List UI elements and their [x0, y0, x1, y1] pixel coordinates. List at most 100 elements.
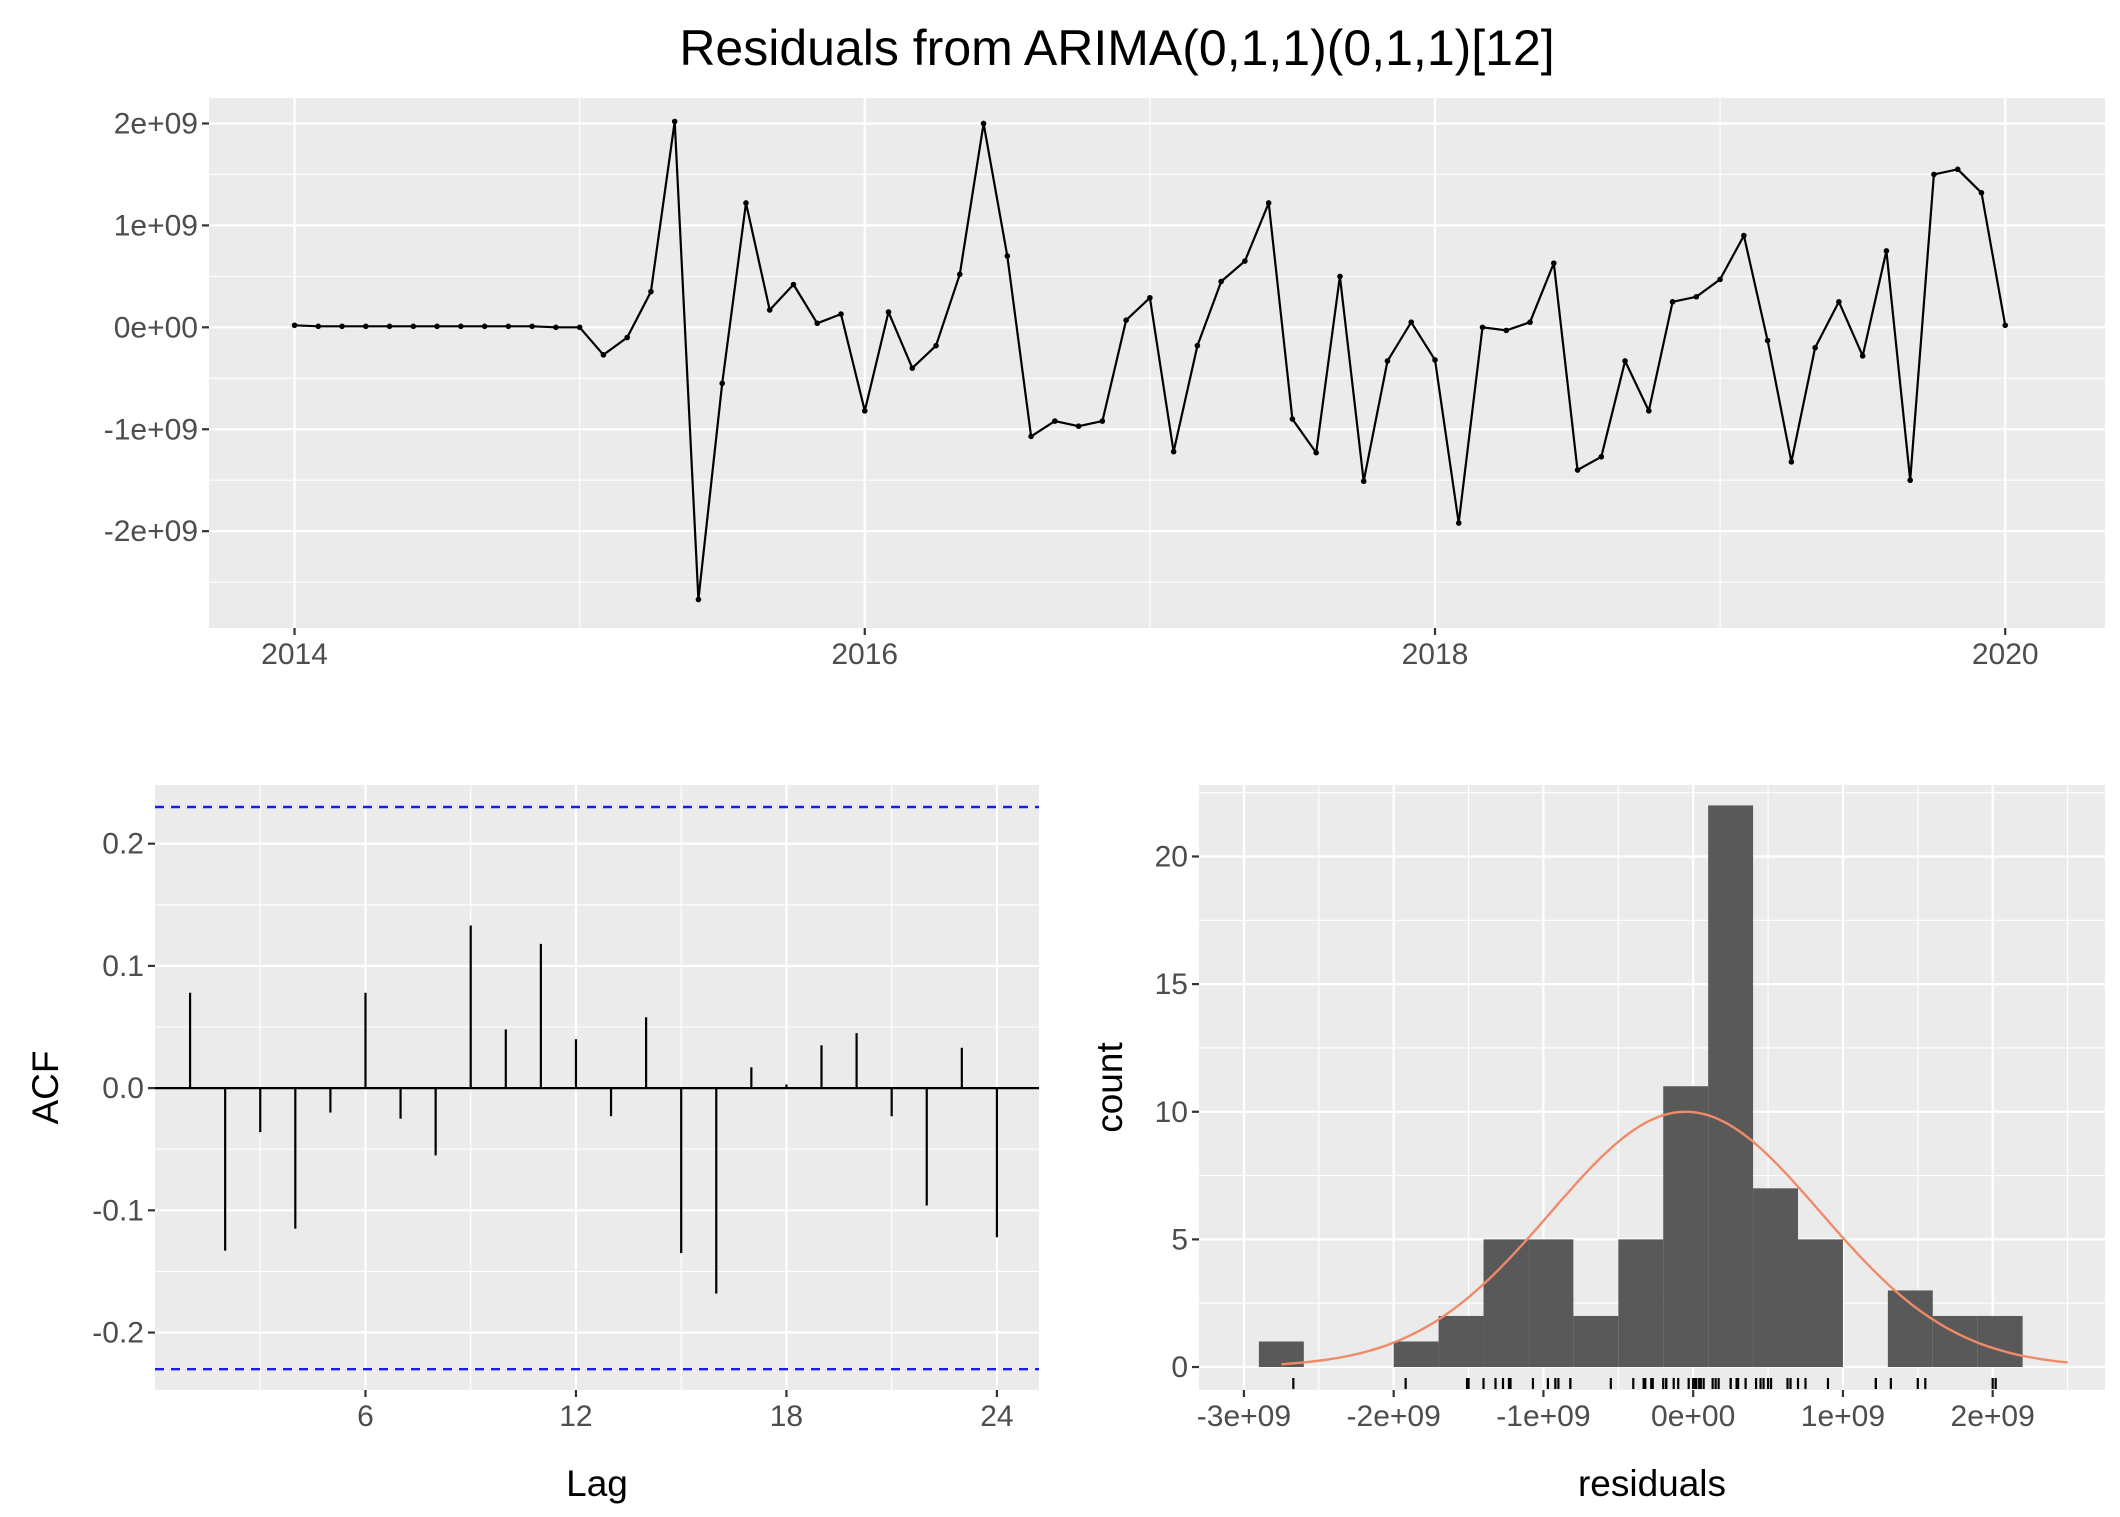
residual-point — [624, 334, 630, 341]
y-axis-title: ACF — [25, 1051, 66, 1125]
residual-point — [719, 380, 726, 387]
residual-point — [1455, 520, 1462, 526]
x-axis-title: Lag — [566, 1463, 628, 1504]
residual-point — [600, 352, 607, 358]
residual-point — [790, 281, 797, 288]
residual-point — [980, 120, 987, 127]
histogram-bar — [1393, 1341, 1439, 1368]
residual-point — [1218, 278, 1224, 285]
x-tick-label: 2016 — [831, 638, 898, 671]
x-tick-label: 2e+09 — [1951, 1400, 2035, 1433]
residual-point — [1242, 258, 1248, 264]
residual-point — [1717, 276, 1723, 283]
residual-point — [1265, 200, 1272, 206]
residual-point — [861, 408, 868, 414]
histogram-bar — [1438, 1315, 1484, 1368]
residual-point — [766, 307, 773, 313]
y-tick-label: -0.1 — [92, 1194, 144, 1227]
residual-point — [1550, 260, 1557, 266]
residual-point — [1052, 418, 1058, 424]
residual-point — [363, 323, 369, 330]
residual-point — [1574, 467, 1581, 473]
x-tick-label: 1e+09 — [1801, 1400, 1885, 1433]
y-tick-label: 15 — [1155, 968, 1188, 1001]
residual-point — [529, 323, 535, 330]
residual-point — [743, 200, 749, 206]
residual-point — [695, 596, 702, 603]
histogram-bar — [1528, 1239, 1574, 1368]
residual-point — [1503, 327, 1510, 334]
residual-point — [1646, 408, 1652, 414]
x-tick-label: 0e+00 — [1651, 1400, 1735, 1433]
residual-point — [339, 323, 345, 330]
y-tick-label: -2e+09 — [104, 515, 198, 548]
x-tick-label: 2020 — [1972, 638, 2039, 671]
residual-point — [814, 320, 821, 327]
residual-point — [838, 311, 844, 317]
panel-background — [209, 98, 2105, 628]
residual-point — [1527, 319, 1533, 326]
histogram-bar — [1798, 1239, 1843, 1368]
residual-point — [410, 323, 417, 330]
histogram-bar — [1708, 805, 1754, 1368]
histogram-bar — [1663, 1086, 1709, 1368]
residual-point — [1289, 416, 1296, 422]
y-tick-label: 20 — [1155, 840, 1188, 873]
normal-density-curve — [1281, 1110, 2068, 1366]
x-tick-label: 2014 — [261, 638, 328, 671]
histogram-bar — [1618, 1239, 1664, 1368]
residual-point — [1408, 319, 1415, 326]
residual-point — [1598, 453, 1605, 460]
residual-point — [1883, 248, 1890, 254]
residual-point — [1170, 448, 1177, 455]
residual-point — [1954, 166, 1961, 173]
x-tick-label: 12 — [559, 1400, 592, 1433]
residual-point — [1194, 342, 1201, 349]
residual-point — [576, 324, 583, 331]
residual-point — [434, 323, 440, 330]
residual-point — [956, 271, 963, 278]
residual-point — [1788, 459, 1795, 465]
residual-point — [1859, 353, 1866, 359]
residual-point — [1931, 171, 1937, 178]
residual-point — [1669, 299, 1676, 305]
residual-point — [1384, 358, 1391, 364]
x-tick-label: -2e+09 — [1347, 1400, 1441, 1433]
residual-histogram-panel: -3e+09 -2e+09 -1e+09 0e+00 1e+09 2e+09 0 5 10 15 2… — [1089, 785, 2105, 1504]
residual-point — [1360, 478, 1367, 485]
y-tick-label: -0.2 — [92, 1317, 144, 1350]
residual-point — [481, 323, 488, 330]
residual-point — [933, 342, 939, 349]
residual-point — [1313, 449, 1319, 456]
residual-point — [386, 323, 393, 330]
residual-point — [315, 323, 322, 330]
residual-point — [1907, 477, 1913, 484]
residual-time-series-panel: 2014 2016 2018 2020 -2e+09 -1e+09 0e+00 1e+09 2e… — [104, 98, 2105, 671]
chart-title: Residuals from ARIMA(0,1,1)(0,1,1)[12] — [679, 20, 1554, 76]
residual-point — [1075, 423, 1082, 429]
residual-point — [1812, 344, 1818, 351]
y-axis-title: count — [1089, 1042, 1130, 1133]
residual-point — [1147, 294, 1153, 301]
histogram-bar — [1573, 1315, 1619, 1368]
histogram-bar — [1483, 1239, 1529, 1368]
y-tick-label: 0e+00 — [114, 311, 198, 344]
x-tick-label: -1e+09 — [1496, 1400, 1590, 1433]
residual-point — [1764, 337, 1771, 344]
residual-point — [1479, 324, 1486, 331]
residual-point — [648, 288, 654, 295]
x-tick-label: 18 — [770, 1400, 803, 1433]
x-tick-label: 6 — [357, 1400, 374, 1433]
residual-point — [458, 323, 464, 330]
residual-point — [885, 309, 892, 315]
residual-point — [1123, 317, 1129, 323]
y-tick-label: 0.2 — [102, 828, 144, 861]
residual-point — [1004, 253, 1011, 259]
residual-point — [1337, 273, 1343, 280]
x-tick-label: -3e+09 — [1197, 1400, 1291, 1433]
residual-point — [1741, 232, 1747, 239]
residual-point — [2002, 322, 2009, 329]
x-tick-label: 2018 — [1402, 638, 1469, 671]
